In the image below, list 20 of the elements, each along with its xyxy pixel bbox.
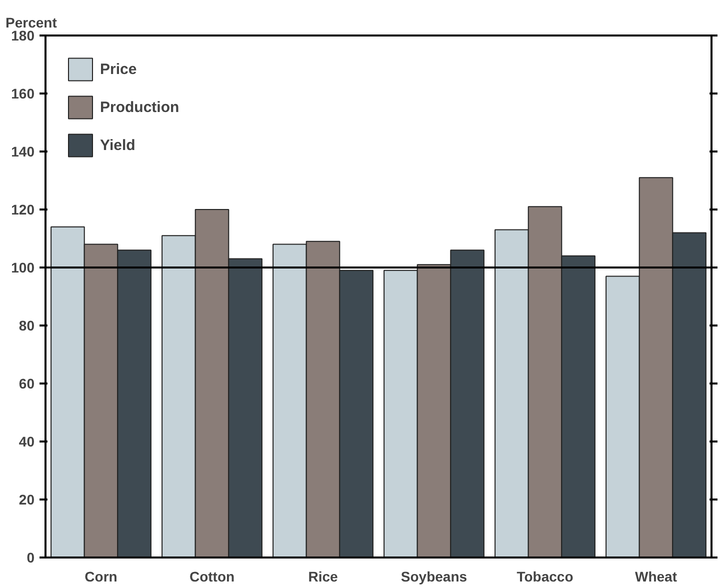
- x-tick-label: Rice: [308, 568, 338, 584]
- y-tick-label: 160: [11, 86, 35, 102]
- y-axis-title: Percent: [6, 14, 58, 30]
- y-tick-label: 80: [18, 318, 35, 334]
- x-tick-label: Cotton: [189, 568, 235, 584]
- y-tick-label: 60: [18, 376, 35, 392]
- y-tick-label: 0: [26, 550, 35, 566]
- x-tick-label: Tobacco: [516, 568, 574, 584]
- y-tick-label: 100: [11, 260, 35, 276]
- legend-label: Price: [100, 60, 137, 78]
- y-tick-label: 40: [18, 434, 35, 450]
- x-tick-label: Corn: [84, 568, 118, 584]
- x-tick-label: Soybeans: [400, 568, 468, 584]
- legend-label: Yield: [100, 136, 136, 154]
- legend-label: Production: [100, 98, 180, 116]
- y-tick-label: 180: [11, 28, 35, 44]
- y-tick-label: 140: [11, 144, 35, 160]
- y-tick-label: 120: [11, 202, 35, 218]
- x-tick-label: Wheat: [635, 568, 678, 584]
- y-tick-label: 20: [18, 492, 35, 508]
